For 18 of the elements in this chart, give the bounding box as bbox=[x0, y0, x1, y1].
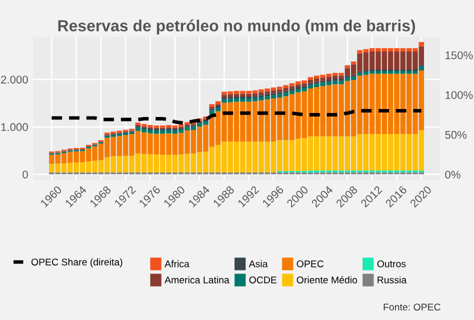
y2-tick-label: 150% bbox=[446, 51, 473, 60]
legend-label: Oriente Médio bbox=[296, 276, 358, 284]
y2-tick-label: 100% bbox=[446, 91, 473, 100]
legend-label: Africa bbox=[164, 260, 190, 268]
legend-label: Outros bbox=[377, 260, 406, 268]
legend-label: OCDE bbox=[249, 276, 277, 284]
chart-title: Reservas de petróleo no mundo (mm de barris) bbox=[58, 20, 416, 35]
y2-tick-label: 50% bbox=[445, 130, 467, 139]
source-note: Fonte: OPEC bbox=[384, 304, 440, 310]
y-tick-label: 2.000 bbox=[1, 76, 28, 84]
legend-label: OPEC Share (direita) bbox=[31, 258, 122, 268]
y2-tick-label: 0% bbox=[445, 170, 460, 179]
legend-label: OPEC bbox=[296, 260, 324, 268]
y-tick-label: 1.000 bbox=[1, 123, 28, 132]
y-tick-label: 0 bbox=[22, 170, 28, 178]
legend-label: Russia bbox=[378, 276, 407, 284]
legend-label: Asia bbox=[248, 260, 268, 268]
legend-label: America Latina bbox=[164, 276, 230, 284]
